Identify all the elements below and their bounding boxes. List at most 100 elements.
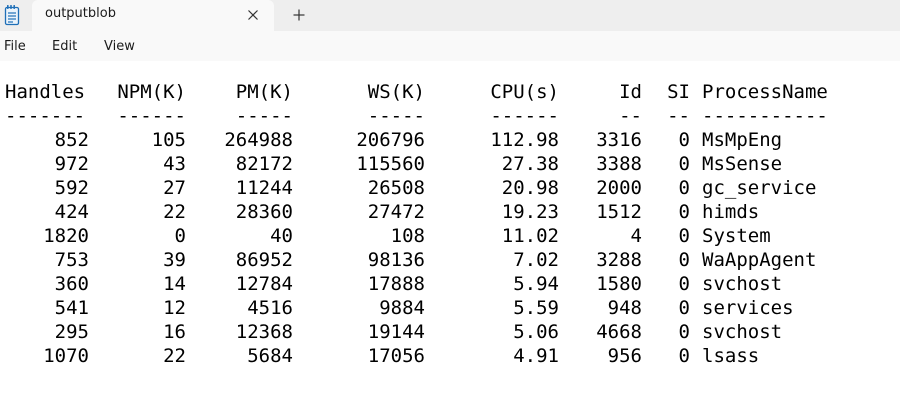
menu-bar: File Edit View: [0, 31, 900, 61]
cell-si: 0: [678, 321, 690, 343]
cell-cpu: 112.98: [490, 129, 559, 151]
cell-si: 0: [678, 297, 690, 319]
cell-pm: 40: [270, 225, 293, 247]
cell-ws: 98136: [367, 249, 425, 271]
cell-ws: 9884: [379, 297, 425, 319]
header-ws: WS(K): [367, 81, 425, 103]
cell-si: 0: [678, 273, 690, 295]
cell-cpu: 4.91: [513, 345, 559, 367]
cell-id: 4: [630, 225, 642, 247]
text-editor[interactable]: Handles NPM(K) PM(K) WS(K) CPU(s) Id SI …: [0, 61, 900, 420]
cell-npm: 43: [163, 153, 186, 175]
cell-processname: gc_service: [702, 177, 817, 199]
process-row: 360 14 12784 17888 5.94 1580 0 svchost: [0, 272, 900, 296]
separator-pm: -----: [235, 105, 293, 127]
process-row: 1070 22 5684 17056 4.91 956 0 lsass: [0, 344, 900, 368]
cell-si: 0: [678, 225, 690, 247]
cell-pm: 12784: [235, 273, 293, 295]
header-npm: NPM(K): [117, 81, 186, 103]
cell-cpu: 5.94: [513, 273, 559, 295]
cell-cpu: 20.98: [501, 177, 559, 199]
cell-handles: 1070: [43, 345, 89, 367]
cell-processname: svchost: [702, 321, 783, 343]
cell-processname: lsass: [702, 345, 760, 367]
cell-id: 1580: [596, 273, 642, 295]
process-row: 541 12 4516 9884 5.59 948 0 services: [0, 296, 900, 320]
cell-id: 2000: [596, 177, 642, 199]
cell-processname: MsMpEng: [702, 129, 783, 151]
cell-processname: WaAppAgent: [702, 249, 817, 271]
separator-processname: -----------: [702, 105, 828, 127]
process-row: 424 22 28360 27472 19.23 1512 0 himds: [0, 200, 900, 224]
cell-pm: 28360: [235, 201, 293, 223]
cell-pm: 11244: [235, 177, 293, 199]
header-handles: Handles: [5, 81, 86, 103]
cell-ws: 108: [390, 225, 425, 247]
separator-si: --: [667, 105, 690, 127]
menu-file[interactable]: File: [4, 39, 26, 54]
cell-pm: 82172: [235, 153, 293, 175]
process-row: 295 16 12368 19144 5.06 4668 0 svchost: [0, 320, 900, 344]
menu-view[interactable]: View: [104, 39, 135, 54]
cell-cpu: 11.02: [501, 225, 559, 247]
header-line: Handles NPM(K) PM(K) WS(K) CPU(s) Id SI …: [0, 80, 900, 104]
header-pm: PM(K): [235, 81, 293, 103]
cell-id: 4668: [596, 321, 642, 343]
title-bar: outputblob: [0, 0, 900, 31]
document-tab[interactable]: outputblob: [32, 0, 274, 31]
cell-id: 3388: [596, 153, 642, 175]
cell-cpu: 5.59: [513, 297, 559, 319]
cell-handles: 1820: [43, 225, 89, 247]
header-cpu: CPU(s): [490, 81, 559, 103]
cell-npm: 39: [163, 249, 186, 271]
cell-handles: 753: [54, 249, 89, 271]
cell-npm: 16: [163, 321, 186, 343]
cell-npm: 22: [163, 201, 186, 223]
cell-ws: 115560: [356, 153, 425, 175]
cell-ws: 17056: [367, 345, 425, 367]
cell-handles: 972: [54, 153, 89, 175]
notepad-icon: [4, 5, 20, 26]
process-row: 972 43 82172 115560 27.38 3388 0 MsSense: [0, 152, 900, 176]
cell-handles: 295: [54, 321, 89, 343]
separator-line: ------- ------ ----- ----- ------ -- -- …: [0, 104, 900, 128]
cell-pm: 12368: [235, 321, 293, 343]
cell-handles: 541: [54, 297, 89, 319]
cell-npm: 12: [163, 297, 186, 319]
cell-handles: 424: [54, 201, 89, 223]
cell-id: 3316: [596, 129, 642, 151]
process-row: 753 39 86952 98136 7.02 3288 0 WaAppAgen…: [0, 248, 900, 272]
cell-ws: 26508: [367, 177, 425, 199]
cell-si: 0: [678, 249, 690, 271]
header-si: SI: [667, 81, 690, 103]
cell-si: 0: [678, 201, 690, 223]
cell-cpu: 5.06: [513, 321, 559, 343]
cell-processname: System: [702, 225, 771, 247]
cell-id: 1512: [596, 201, 642, 223]
cell-npm: 14: [163, 273, 186, 295]
cell-npm: 105: [151, 129, 186, 151]
cell-processname: himds: [702, 201, 760, 223]
cell-si: 0: [678, 177, 690, 199]
cell-pm: 86952: [235, 249, 293, 271]
menu-edit[interactable]: Edit: [52, 39, 78, 54]
close-icon[interactable]: [244, 6, 262, 24]
process-row: 852 105 264988 206796 112.98 3316 0 MsMp…: [0, 128, 900, 152]
plus-icon[interactable]: [290, 6, 308, 24]
process-row: 1820 0 40 108 11.02 4 0 System: [0, 224, 900, 248]
cell-processname: MsSense: [702, 153, 783, 175]
cell-si: 0: [678, 153, 690, 175]
cell-processname: svchost: [702, 273, 783, 295]
cell-si: 0: [678, 129, 690, 151]
process-row: 592 27 11244 26508 20.98 2000 0 gc_servi…: [0, 176, 900, 200]
cell-cpu: 19.23: [501, 201, 559, 223]
cell-cpu: 7.02: [513, 249, 559, 271]
separator-cpu: ------: [490, 105, 559, 127]
cell-handles: 360: [54, 273, 89, 295]
cell-id: 3288: [596, 249, 642, 271]
separator-npm: ------: [117, 105, 186, 127]
separator-handles: -------: [5, 105, 86, 127]
cell-pm: 264988: [224, 129, 293, 151]
cell-id: 948: [607, 297, 642, 319]
cell-npm: 22: [163, 345, 186, 367]
